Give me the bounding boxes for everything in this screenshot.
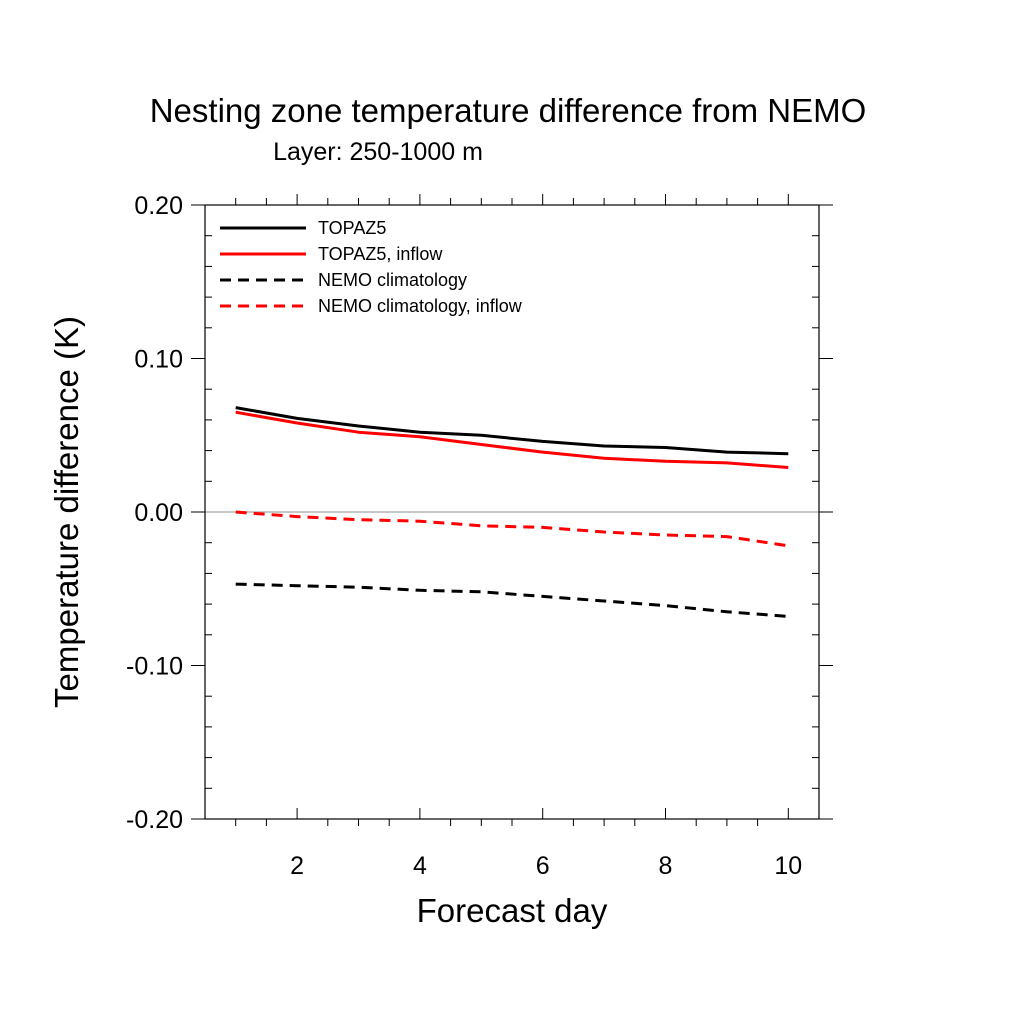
x-axis-label: Forecast day (417, 892, 608, 929)
legend-label-3: NEMO climatology (318, 270, 467, 290)
legend-label-1: TOPAZ5 (318, 218, 386, 238)
y-tick-label: -0.20 (126, 806, 183, 834)
y-axis-label: Temperature difference (K) (48, 316, 85, 708)
series-line-3 (235, 582, 789, 618)
x-tick-label: 8 (659, 852, 673, 880)
series-line-4 (235, 510, 789, 548)
x-tick-label: 6 (536, 852, 550, 880)
series-line-1 (235, 406, 789, 456)
y-tick-label: -0.10 (126, 653, 183, 681)
chart-subtitle: Layer: 250-1000 m (273, 138, 483, 166)
legend: TOPAZ5 TOPAZ5, inflow NEMO climatology NEMO… (220, 218, 523, 316)
x-tick-label: 4 (413, 852, 427, 880)
x-tick-label: 10 (774, 852, 802, 880)
y-tick-label: 0.20 (134, 192, 183, 220)
series-line-2 (235, 410, 789, 469)
y-tick-label: 0.00 (134, 499, 183, 527)
legend-label-2: TOPAZ5, inflow (318, 244, 443, 264)
y-tick-label: 0.10 (134, 346, 183, 374)
legend-label-4: NEMO climatology, inflow (318, 296, 523, 316)
x-tick-label: 2 (290, 852, 304, 880)
chart-title: Nesting zone temperature difference from… (150, 92, 867, 129)
